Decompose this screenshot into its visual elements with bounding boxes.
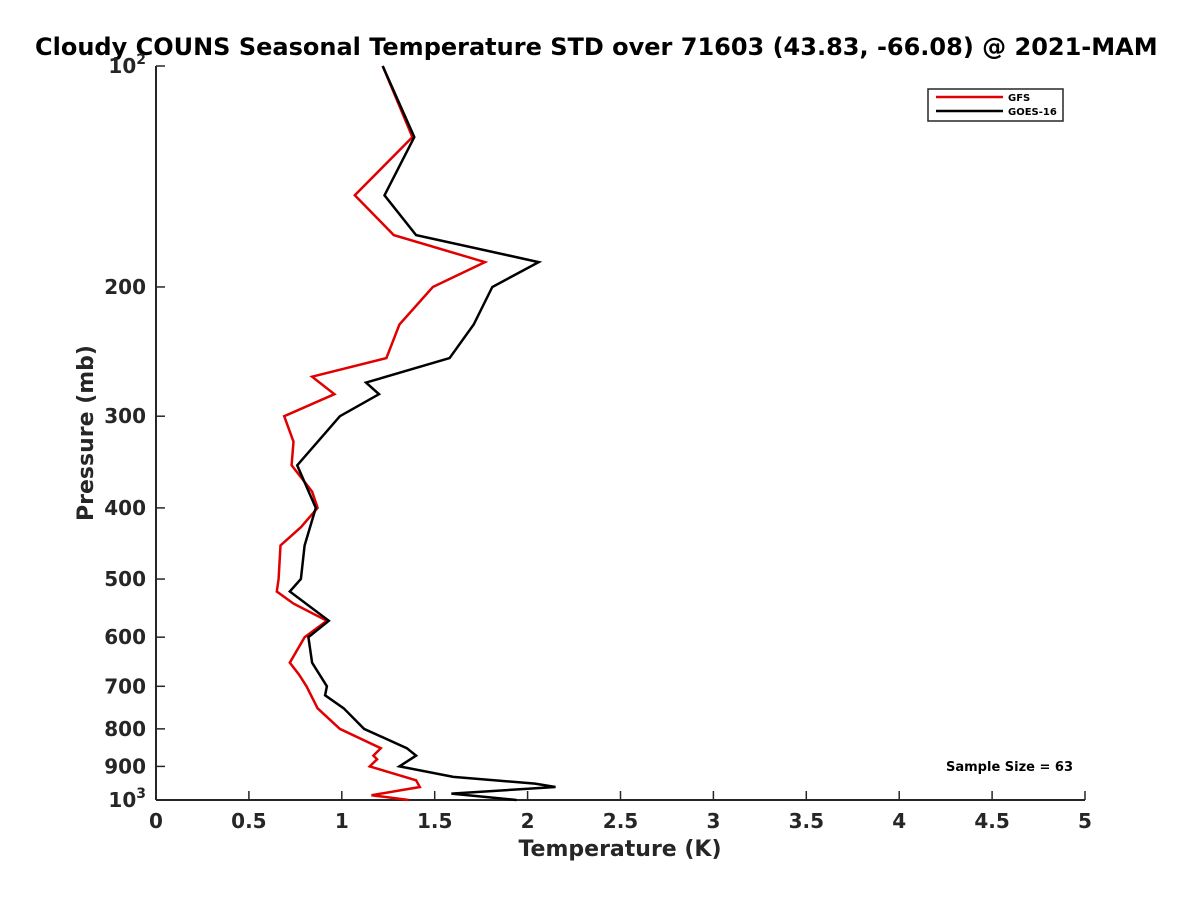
y-tick-label: 600 [104,625,146,649]
y-tick-label-exponent: 3 [136,786,146,802]
y-tick-label: 800 [104,717,146,741]
legend-label-goes16: GOES-16 [1008,107,1057,118]
x-tick-label: 1 [335,809,349,833]
y-tick-label: 103 [108,786,146,812]
x-tick-label: 3.5 [789,809,824,833]
y-tick-label: 900 [104,754,146,778]
x-tick-label: 2.5 [603,809,638,833]
series-layer [275,65,556,802]
y-axis-label: Pressure (mb) [74,345,99,521]
legend-label-gfs: GFS [1008,93,1030,104]
x-tick-label: 5 [1078,809,1092,833]
y-tick-label: 400 [104,496,146,520]
x-axis-label: Temperature (K) [518,837,721,862]
x-tick-label: 0.5 [231,809,266,833]
y-tick-label: 102 [108,52,146,78]
y-tick-label: 200 [104,275,146,299]
y-tick-label-base: 10 [108,54,136,78]
y-tick-label: 500 [104,567,146,591]
chart-title: Cloudy COUNS Seasonal Temperature STD ov… [35,33,1158,61]
legend-box [927,88,1064,122]
y-tick-label-base: 10 [108,788,136,812]
x-tick-label: 4 [892,809,906,833]
x-tick-label: 3 [706,809,720,833]
series-line-goes16 [287,65,556,802]
series-line-gfs [275,65,489,802]
y-tick-label: 300 [104,404,146,428]
x-axis-ticks: 0 0.5 1 1.5 2 2.5 3 3.5 4 4.5 5 [149,791,1092,833]
legend: GFS GOES-16 [927,88,1064,122]
y-tick-label: 700 [104,674,146,698]
y-tick-label-exponent: 2 [136,52,146,68]
x-tick-label: 1.5 [417,809,452,833]
x-tick-label: 4.5 [974,809,1009,833]
x-tick-label: 2 [521,809,535,833]
x-tick-label: 0 [149,809,163,833]
sample-size-annotation: Sample Size = 63 [946,760,1073,775]
